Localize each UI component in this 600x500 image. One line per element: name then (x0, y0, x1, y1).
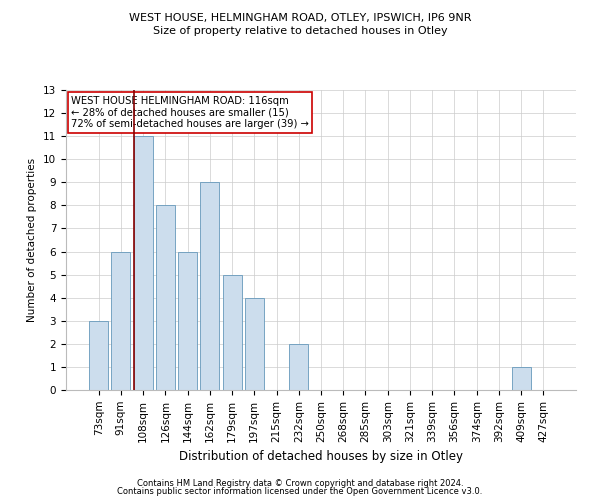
Text: WEST HOUSE HELMINGHAM ROAD: 116sqm
← 28% of detached houses are smaller (15)
72%: WEST HOUSE HELMINGHAM ROAD: 116sqm ← 28%… (71, 96, 309, 129)
Bar (245, 298, 264, 390)
Bar (178, 252, 197, 390)
Text: WEST HOUSE, HELMINGHAM ROAD, OTLEY, IPSWICH, IP6 9NR: WEST HOUSE, HELMINGHAM ROAD, OTLEY, IPSW… (129, 12, 471, 22)
Bar (112, 252, 130, 390)
Text: Size of property relative to detached houses in Otley: Size of property relative to detached ho… (152, 26, 448, 36)
Bar (289, 344, 308, 390)
Bar (512, 367, 530, 390)
Text: Contains HM Land Registry data © Crown copyright and database right 2024.: Contains HM Land Registry data © Crown c… (137, 478, 463, 488)
Bar (223, 274, 242, 390)
X-axis label: Distribution of detached houses by size in Otley: Distribution of detached houses by size … (179, 450, 463, 463)
Bar (200, 182, 219, 390)
Y-axis label: Number of detached properties: Number of detached properties (28, 158, 37, 322)
Bar (134, 136, 152, 390)
Text: Contains public sector information licensed under the Open Government Licence v3: Contains public sector information licen… (118, 487, 482, 496)
Bar (89, 321, 108, 390)
Bar (156, 206, 175, 390)
